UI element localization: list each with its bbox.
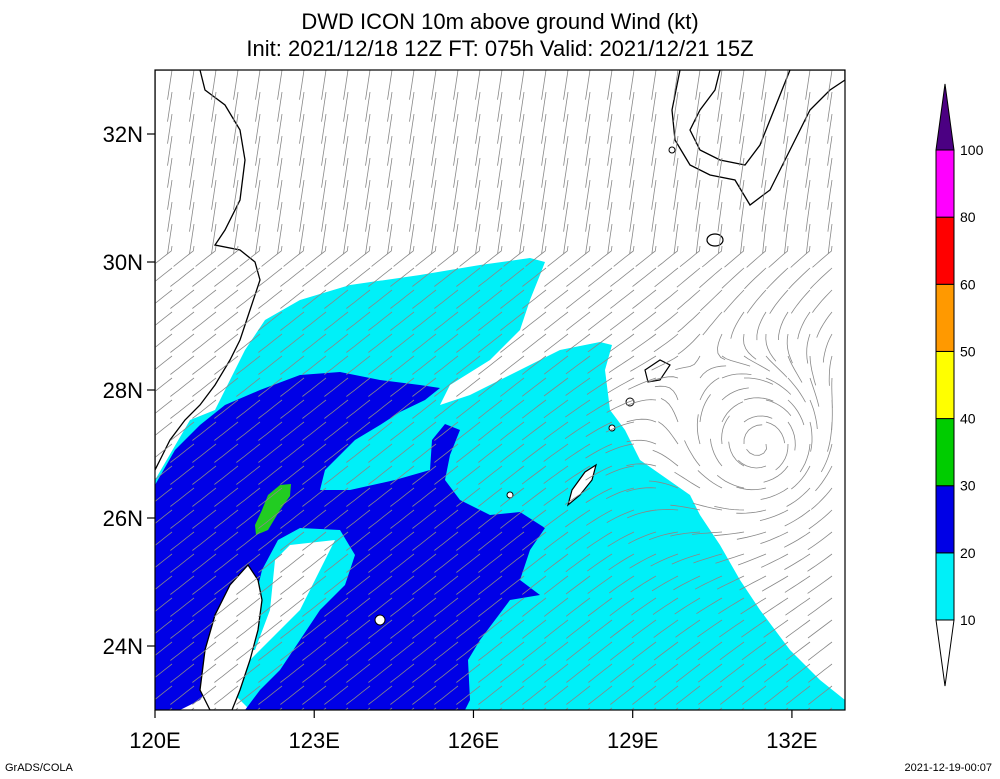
colorbar-lower-triangle — [935, 619, 955, 687]
taiwan-landmass — [199, 563, 263, 710]
footer-software-label: GrADS/COLA — [5, 762, 73, 774]
wind-speed-30-40-region — [255, 484, 291, 535]
colorbar-label: 40 — [960, 411, 976, 427]
lon-tick-label: 129E — [607, 728, 658, 753]
colorbar-label: 10 — [960, 612, 976, 628]
streamlines — [155, 70, 833, 710]
axis-ticks: 32N 30N 28N 26N 24N 120E 123E 126E 129E 132E — [103, 122, 818, 753]
lon-tick-label: 120E — [129, 728, 180, 753]
colorbar-label: 20 — [960, 545, 976, 561]
footer-timestamp: 2021-12-19-00:07 — [904, 762, 992, 774]
kyushu-coastline — [671, 70, 845, 206]
colorbar-bin — [935, 350, 955, 420]
colorbar-label: 30 — [960, 478, 976, 494]
lat-tick-label: 30N — [103, 250, 143, 275]
map-title: DWD ICON 10m above ground Wind (kt) — [301, 9, 699, 34]
colorbar-bin — [935, 149, 955, 218]
colorbar-upper-triangle — [935, 83, 955, 151]
colorbar-label: 100 — [960, 142, 984, 158]
china-coastline — [155, 70, 261, 471]
colorbar: 10 20 30 40 50 60 80 100 — [935, 83, 984, 687]
colorbar-bin — [935, 283, 955, 352]
lon-tick-label: 132E — [766, 728, 817, 753]
map-subtitle: Init: 2021/12/18 12Z FT: 075h Valid: 202… — [246, 36, 754, 61]
lon-tick-label: 126E — [448, 728, 499, 753]
colorbar-label: 80 — [960, 209, 976, 225]
colorbar-label: 50 — [960, 343, 976, 359]
plot-area — [155, 70, 845, 710]
colorbar-bin — [935, 485, 955, 554]
lat-tick-label: 28N — [103, 378, 143, 403]
lat-tick-label: 24N — [103, 634, 143, 659]
colorbar-label: 60 — [960, 276, 976, 292]
lon-tick-label: 123E — [289, 728, 340, 753]
lat-tick-label: 26N — [103, 506, 143, 531]
lat-tick-label: 32N — [103, 122, 143, 147]
wind-speed-10-20-region — [155, 258, 845, 710]
streamline-paths — [155, 70, 833, 710]
colorbar-bin — [935, 552, 955, 621]
colorbar-bin — [935, 418, 955, 487]
colorbar-bin — [935, 216, 955, 285]
wind-speed-20-30-region — [155, 372, 545, 710]
